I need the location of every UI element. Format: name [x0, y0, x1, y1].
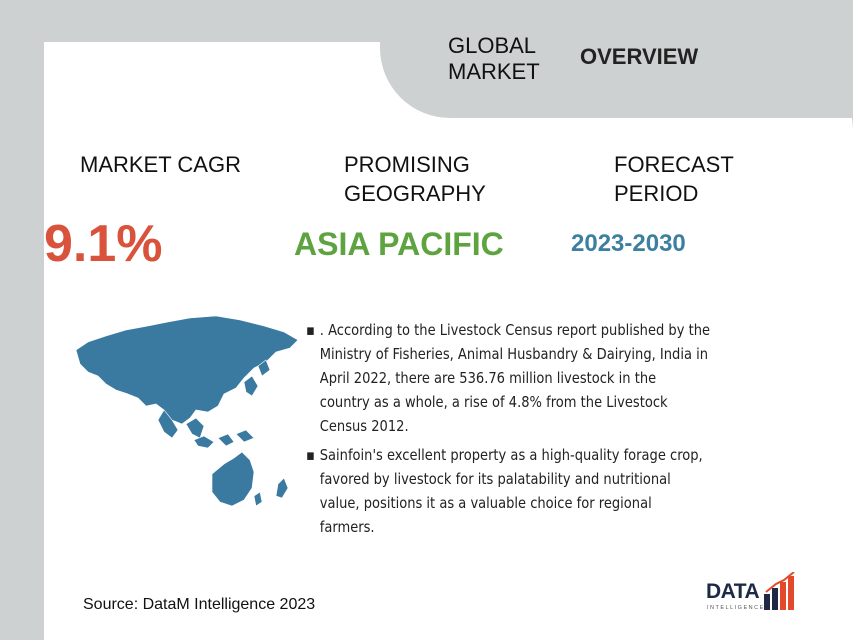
datam-logo: DATA INTELLIGENCE — [706, 570, 796, 618]
source-text: Source: DataM Intelligence 2023 — [83, 596, 316, 613]
forecast-label: FORECAST PERIOD — [614, 152, 734, 206]
header-title-global-market: GLOBAL MARKET — [448, 33, 540, 84]
list-item: . According to the Livestock Census repo… — [306, 318, 710, 438]
forecast-value: 2023-2030 — [571, 230, 686, 257]
header-title-overview: OVERVIEW — [580, 44, 699, 69]
bar-chart-icon — [764, 572, 795, 610]
insights-list: . According to the Livestock Census repo… — [306, 318, 710, 544]
header-tab — [380, 0, 853, 118]
geography-label: PROMISING GEOGRAPHY — [344, 152, 486, 206]
list-item: Sainfoin's excellent property as a high-… — [306, 443, 710, 539]
logo-subtext: INTELLIGENCE — [707, 605, 765, 611]
geography-value: ASIA PACIFIC — [294, 226, 504, 262]
asia-pacific-map-icon — [75, 315, 299, 507]
cagr-label: MARKET CAGR — [80, 152, 241, 177]
cagr-value: 9.1% — [44, 215, 163, 273]
logo-text: DATA — [706, 580, 760, 603]
